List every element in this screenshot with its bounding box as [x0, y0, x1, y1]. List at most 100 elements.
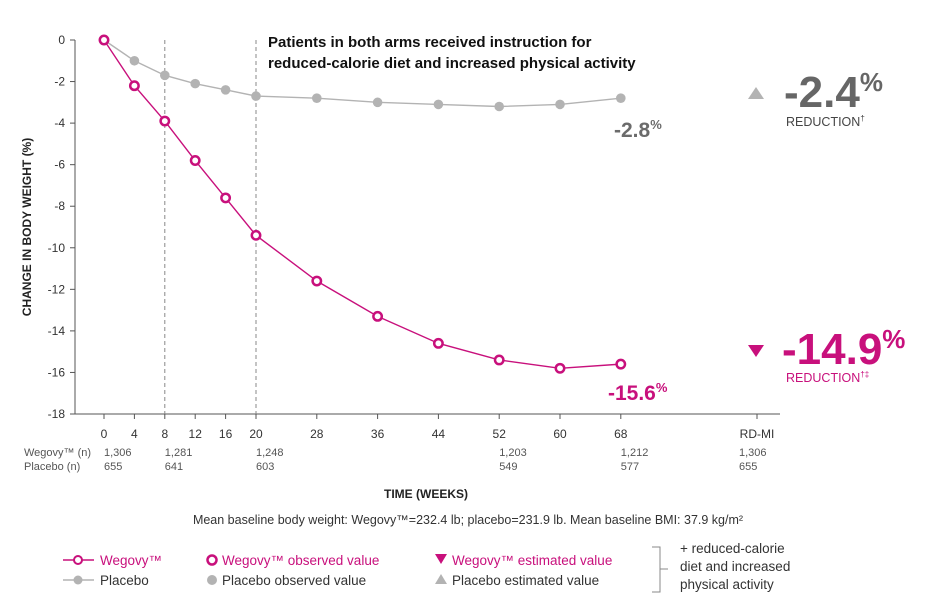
- placebo-point: [433, 99, 444, 110]
- x-tick-label: 36: [371, 427, 385, 441]
- wegovy-point: [372, 310, 384, 322]
- legend-wegovy-line-dot: [73, 555, 83, 565]
- x-tick-label: 68: [614, 427, 628, 441]
- placebo-endpoint-value: -2.8: [614, 119, 651, 142]
- wegovy-endpoint-value: -15.6: [608, 382, 656, 405]
- x-tick-label: 16: [219, 427, 233, 441]
- n-value-placebo: 603: [256, 461, 274, 473]
- wegovy-point: [159, 115, 171, 127]
- placebo-endpoint-unit: %: [650, 117, 662, 132]
- y-tick-label: -14: [48, 324, 66, 338]
- placebo-point: [555, 99, 565, 110]
- placebo-point: [160, 70, 170, 81]
- legend-placebo-observed-label: Placebo observed value: [222, 573, 366, 588]
- legend-wegovy-estimated-marker: [435, 554, 447, 564]
- placebo-summary-label: REDUCTION†: [786, 114, 865, 129]
- wegovy-point: [98, 34, 110, 46]
- x-tick-label: 52: [493, 427, 507, 441]
- x-tick-label: 28: [310, 427, 324, 441]
- wegovy-point: [189, 155, 201, 166]
- y-tick-label: -4: [54, 116, 65, 130]
- legend-note-line-1: + reduced-calorie: [680, 541, 785, 556]
- x-tick-label: 44: [432, 427, 446, 441]
- legend-wegovy-line-label: Wegovy™: [100, 553, 162, 568]
- placebo-endpoint-label: -2.8%: [614, 117, 662, 142]
- y-tick-label: -12: [48, 282, 66, 296]
- placebo-summary-unit: %: [860, 67, 883, 97]
- placebo-point: [312, 93, 322, 103]
- axes: 0 -2 -4 -6 -8 -10 -12 -14 -16 -18 0 4 8 12 16 20 28 36 44 5…: [48, 33, 780, 441]
- n-value-placebo: 577: [621, 461, 639, 473]
- placebo-summary-pct: -2.4%: [784, 67, 883, 117]
- wegovy-point: [493, 354, 505, 366]
- placebo-summary-mark: †: [860, 114, 864, 123]
- x-tick-label-rdmi: RD-MI: [740, 427, 775, 441]
- wegovy-summary-label: REDUCTION†‡: [786, 370, 869, 385]
- placebo-point: [190, 78, 200, 89]
- legend-note-line-3: physical activity: [680, 577, 774, 592]
- legend-placebo-estimated-label: Placebo estimated value: [452, 573, 599, 588]
- n-value-placebo: 549: [499, 461, 517, 473]
- n-value-wegovy: 1,212: [621, 447, 649, 459]
- wegovy-estimated-marker: [748, 345, 764, 357]
- legend-bracket: [652, 546, 668, 593]
- wegovy-point: [128, 80, 140, 92]
- placebo-summary-label-text: REDUCTION: [786, 115, 860, 129]
- wegovy-point: [554, 362, 566, 374]
- wegovy-summary-unit: %: [882, 324, 905, 354]
- legend-placebo-line-label: Placebo: [100, 573, 149, 588]
- n-row-label-placebo: Placebo (n): [24, 461, 80, 473]
- y-tick-label: -10: [48, 241, 66, 255]
- placebo-point: [372, 97, 383, 108]
- y-tick-label: -18: [48, 407, 66, 421]
- x-tick-label: 12: [189, 427, 203, 441]
- legend-placebo-observed-marker: [207, 575, 217, 585]
- x-tick-label: 60: [553, 427, 567, 441]
- placebo-point: [616, 93, 626, 103]
- wegovy-point: [220, 192, 232, 204]
- placebo-point: [494, 101, 505, 112]
- placebo-point: [220, 85, 231, 95]
- legend-placebo-line-dot: [73, 575, 83, 585]
- annotation-line-1: Patients in both arms received instructi…: [268, 34, 592, 51]
- n-value-wegovy: 1,306: [739, 447, 767, 459]
- placebo-point: [129, 55, 140, 66]
- n-value-wegovy: 1,248: [256, 447, 284, 459]
- legend-wegovy-estimated-label: Wegovy™ estimated value: [452, 553, 612, 568]
- x-tick-label: 0: [101, 427, 108, 441]
- series-layer: [98, 34, 627, 374]
- n-value-wegovy: 1,203: [499, 447, 527, 459]
- wegovy-line: [103, 39, 621, 369]
- legend-wegovy-observed-marker: [206, 554, 218, 566]
- x-tick-label: 4: [131, 427, 138, 441]
- placebo-point: [251, 91, 261, 101]
- y-tick-label: -16: [48, 365, 66, 379]
- n-value-placebo: 655: [739, 461, 757, 473]
- legend-note-line-2: diet and increased: [680, 559, 790, 574]
- wegovy-point: [250, 229, 262, 241]
- placebo-estimated-marker: [748, 87, 764, 99]
- wegovy-summary-pct: -14.9%: [782, 324, 905, 374]
- reference-lines: [164, 40, 257, 414]
- legend: Wegovy™ Wegovy™ observed value Wegovy™ e…: [63, 541, 790, 593]
- n-value-wegovy: 1,306: [104, 447, 132, 459]
- y-axis-title: CHANGE IN BODY WEIGHT (%): [20, 138, 34, 316]
- y-tick-label: -8: [54, 199, 65, 213]
- baseline-note: Mean baseline body weight: Wegovy™=232.4…: [192, 513, 744, 527]
- y-tick-label: -2: [54, 75, 65, 89]
- n-value-wegovy: 1,281: [165, 447, 193, 459]
- wegovy-point: [615, 358, 627, 370]
- wegovy-summary-label-text: REDUCTION: [786, 371, 860, 385]
- legend-placebo-estimated-marker: [435, 574, 447, 584]
- wegovy-point: [311, 275, 323, 287]
- legend-wegovy-observed-label: Wegovy™ observed value: [222, 553, 379, 568]
- n-row-label-wegovy: Wegovy™ (n): [24, 447, 91, 459]
- n-value-placebo: 641: [165, 461, 183, 473]
- wegovy-endpoint-unit: %: [656, 380, 668, 395]
- wegovy-point: [432, 337, 444, 349]
- placebo-line: [103, 39, 621, 108]
- wegovy-endpoint-label: -15.6%: [608, 380, 668, 405]
- wegovy-summary-mark: †‡: [860, 370, 869, 379]
- annotation-line-2: reduced-calorie diet and increased physi…: [268, 55, 636, 72]
